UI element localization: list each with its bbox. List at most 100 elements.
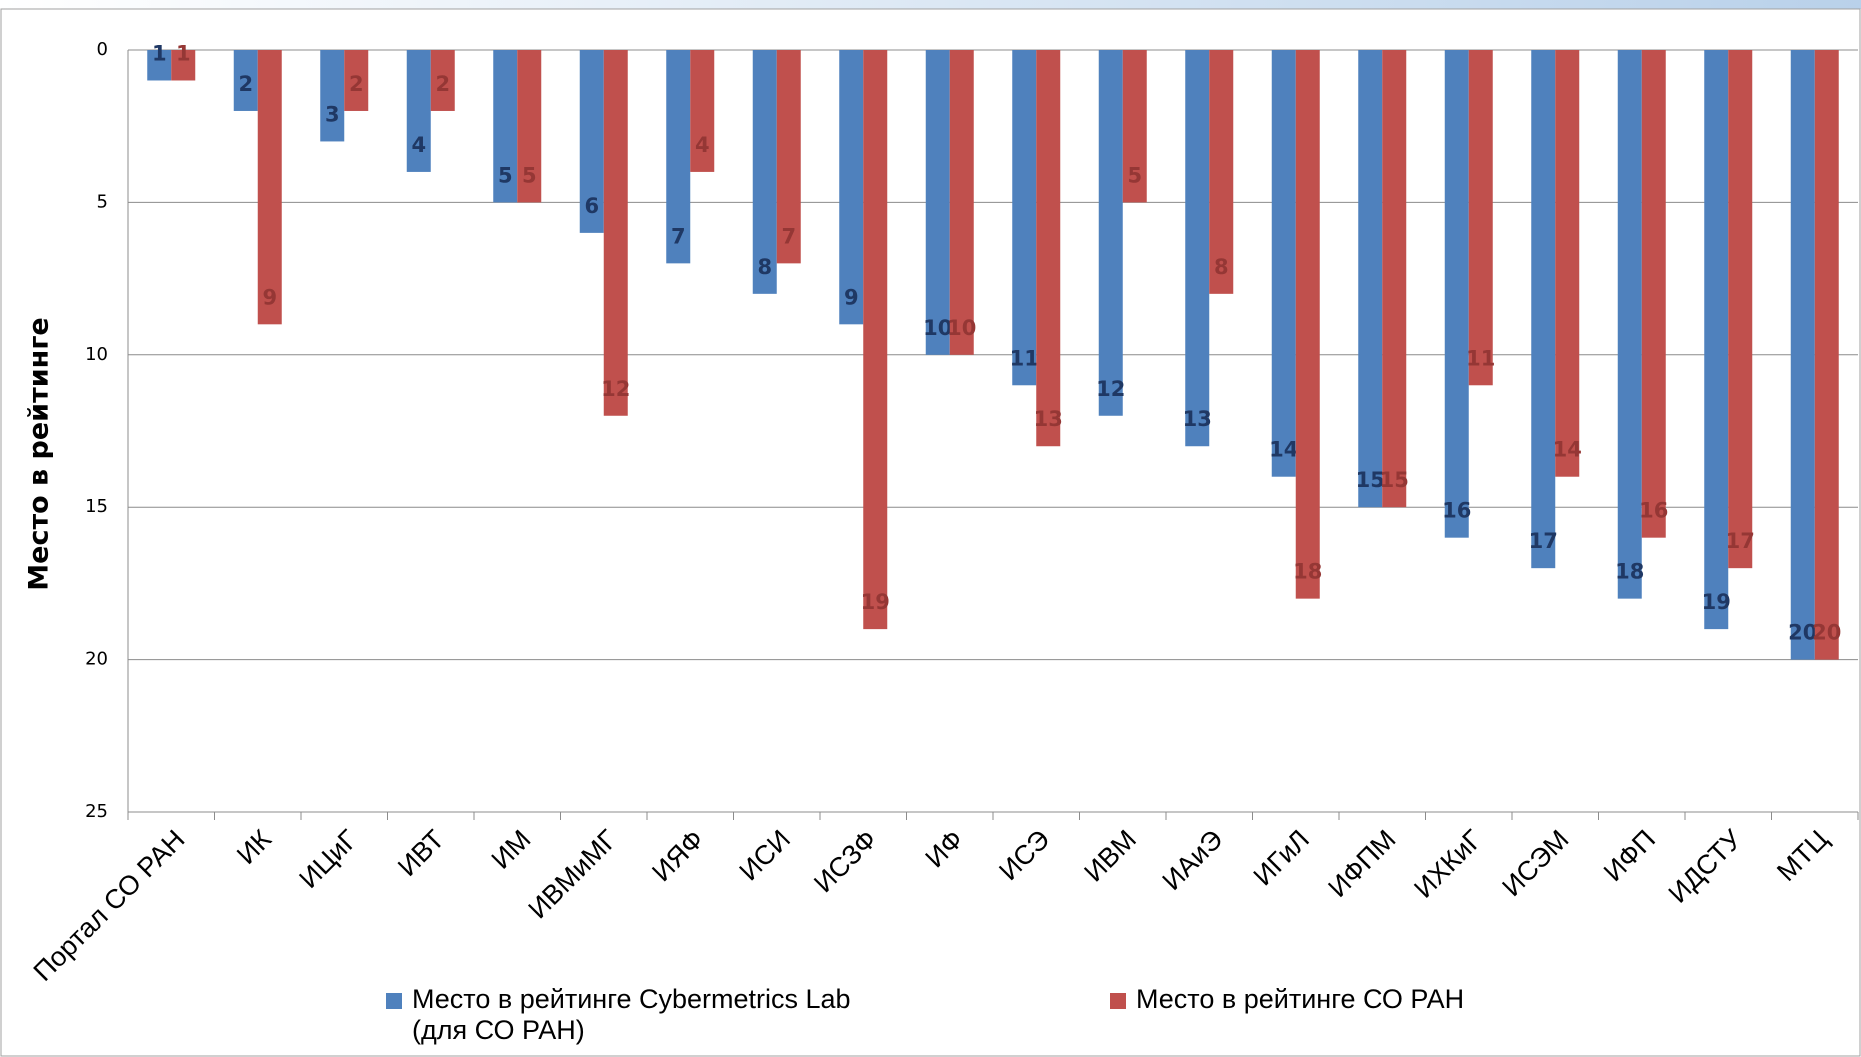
bar: [752, 50, 777, 294]
data-label: 15: [1380, 468, 1409, 492]
bar: [579, 50, 604, 233]
data-label: 2: [238, 72, 253, 96]
bar: [1814, 50, 1839, 660]
bar: [839, 50, 864, 325]
legend-swatch: [1110, 993, 1126, 1009]
data-label: 7: [781, 224, 796, 248]
x-tick-label: ИЯФ: [646, 824, 709, 887]
bar: [1209, 50, 1234, 294]
y-tick-label: 5: [97, 191, 108, 212]
data-label: 16: [1442, 499, 1471, 523]
bar: [1382, 50, 1407, 508]
bar: [493, 50, 518, 203]
data-label: 10: [923, 316, 952, 340]
data-label: 20: [1788, 621, 1817, 645]
legend-label: Место в рейтинге СО РАН: [1136, 984, 1465, 1014]
bar: [776, 50, 801, 264]
data-label: 13: [1183, 407, 1212, 431]
x-tick-label: ИВМиМГ: [523, 824, 624, 925]
bar: [666, 50, 691, 264]
data-label: 6: [584, 194, 599, 218]
bar: [1790, 50, 1815, 660]
x-tick-label: ИВМ: [1078, 824, 1142, 888]
bar: [1704, 50, 1729, 630]
data-label: 10: [947, 316, 976, 340]
y-tick-label: 10: [85, 344, 108, 365]
bar: [430, 50, 455, 111]
bar: [147, 50, 172, 81]
bar: [1531, 50, 1556, 569]
data-label: 17: [1529, 529, 1558, 553]
frame: [0, 8, 1861, 1057]
data-label: 19: [861, 590, 890, 614]
data-label: 12: [601, 377, 630, 401]
bar: [1122, 50, 1147, 203]
y-tick-label: 0: [97, 39, 108, 60]
x-tick-label: ИК: [231, 824, 277, 870]
bar: [690, 50, 715, 172]
legend-swatch: [386, 993, 402, 1009]
y-tick-label: 25: [85, 801, 108, 822]
legend-item: Место в рейтинге Cybermetrics Lab (для С…: [386, 984, 906, 1046]
x-tick-label: ИСЗФ: [808, 824, 882, 898]
x-tick-label: ИФП: [1598, 824, 1661, 887]
data-label: 4: [695, 133, 710, 157]
x-tick-label: ИМ: [486, 824, 537, 875]
bar: [1555, 50, 1580, 477]
x-tick-label: Портал СО РАН: [28, 824, 191, 987]
bar: [1617, 50, 1642, 599]
bar: [949, 50, 974, 355]
x-tick-label: ИСЭ: [993, 824, 1055, 886]
data-label: 11: [1466, 346, 1495, 370]
x-tick-label: ИСИ: [734, 824, 796, 886]
data-label: 17: [1726, 529, 1755, 553]
data-label: 5: [498, 163, 513, 187]
legend-label: Место в рейтинге Cybermetrics Lab (для С…: [412, 984, 851, 1045]
bar: [1358, 50, 1383, 508]
bar: [171, 50, 196, 81]
bar: [1295, 50, 1320, 599]
data-label: 8: [1214, 255, 1229, 279]
x-tick-label: ИВТ: [392, 824, 450, 882]
bar: [603, 50, 628, 416]
bar: [406, 50, 431, 172]
data-label: 16: [1639, 499, 1668, 523]
x-tick-label: ИАиЭ: [1156, 824, 1228, 896]
x-tick-label: ИСЭМ: [1496, 824, 1574, 902]
data-label: 12: [1096, 377, 1125, 401]
data-label: 3: [325, 102, 340, 126]
bar: [1185, 50, 1210, 447]
bar: [1012, 50, 1037, 386]
data-label: 4: [411, 133, 426, 157]
x-tick-label: ИФПМ: [1322, 824, 1401, 903]
data-label: 2: [349, 72, 364, 96]
bar: [1444, 50, 1469, 538]
data-label: 14: [1269, 438, 1298, 462]
data-label: 11: [1010, 346, 1039, 370]
data-label: 14: [1553, 438, 1582, 462]
bar: [1098, 50, 1123, 416]
bar: [517, 50, 542, 203]
data-label: 18: [1293, 560, 1322, 584]
x-tick-label: ИФ: [920, 824, 969, 873]
data-label: 1: [176, 41, 191, 65]
bar: [257, 50, 282, 325]
data-label: 1: [152, 41, 167, 65]
x-tick-label: ИХКиГ: [1408, 824, 1488, 904]
data-label: 8: [757, 255, 772, 279]
data-label: 15: [1356, 468, 1385, 492]
x-tick-label: ИДСТУ: [1663, 823, 1748, 908]
legend-item: Место в рейтинге СО РАН: [1110, 984, 1610, 1015]
y-axis-title: Место в рейтинге: [24, 317, 55, 590]
bar: [344, 50, 369, 111]
y-tick-label: 20: [85, 649, 108, 670]
data-label: 18: [1615, 560, 1644, 584]
bar: [233, 50, 258, 111]
bar: [1641, 50, 1666, 538]
data-label: 19: [1702, 590, 1731, 614]
data-label: 20: [1812, 621, 1841, 645]
bar: [1468, 50, 1493, 386]
bar: [925, 50, 950, 355]
